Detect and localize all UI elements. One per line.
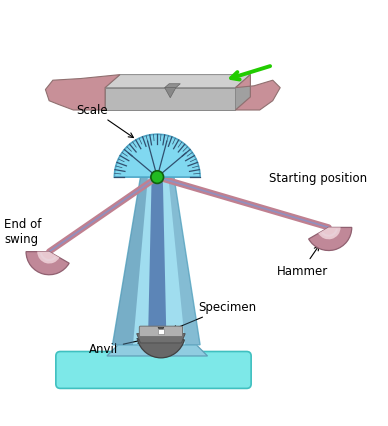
Polygon shape: [113, 178, 200, 345]
Text: End of
swing: End of swing: [4, 218, 42, 245]
Polygon shape: [137, 334, 185, 343]
Polygon shape: [107, 345, 208, 356]
Text: Hammer: Hammer: [277, 246, 328, 277]
FancyBboxPatch shape: [56, 352, 251, 389]
Polygon shape: [105, 75, 250, 89]
Wedge shape: [26, 252, 69, 275]
Polygon shape: [236, 75, 250, 111]
Wedge shape: [308, 228, 352, 251]
Wedge shape: [318, 228, 341, 240]
FancyBboxPatch shape: [139, 326, 183, 337]
Wedge shape: [37, 252, 59, 264]
Text: Specimen: Specimen: [172, 301, 256, 331]
Circle shape: [151, 171, 164, 184]
Text: Anvil: Anvil: [88, 339, 142, 355]
Text: Scale: Scale: [76, 104, 133, 138]
Text: Starting position: Starting position: [269, 171, 367, 184]
Polygon shape: [236, 75, 280, 111]
FancyBboxPatch shape: [158, 329, 164, 334]
Polygon shape: [165, 89, 176, 98]
Wedge shape: [138, 334, 184, 358]
Polygon shape: [113, 178, 148, 345]
Polygon shape: [165, 84, 180, 89]
Polygon shape: [158, 328, 164, 332]
Polygon shape: [168, 178, 200, 345]
Wedge shape: [114, 135, 200, 178]
Polygon shape: [105, 89, 236, 111]
Polygon shape: [148, 178, 166, 345]
Polygon shape: [45, 75, 120, 111]
